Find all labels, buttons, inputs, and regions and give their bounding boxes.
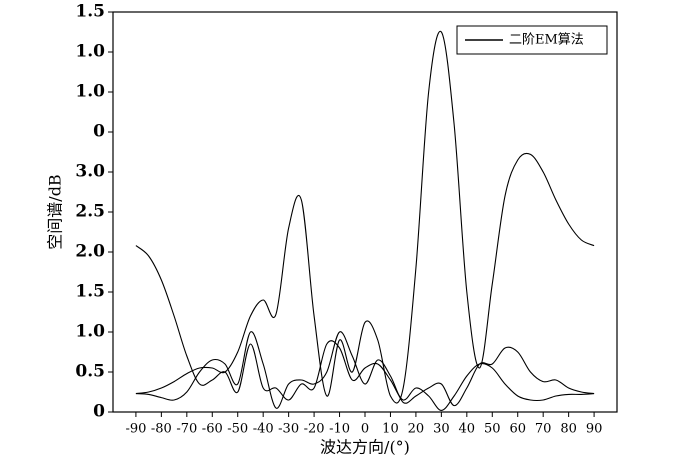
- x-tick-label: 30: [433, 422, 450, 437]
- series-line: [135, 245, 595, 411]
- plot-frame: [112, 11, 618, 413]
- y-tick-label: 1.0: [75, 322, 105, 342]
- x-tick-label: -40: [253, 422, 274, 437]
- x-tick-label: 80: [560, 422, 577, 437]
- x-tick-label: 90: [586, 422, 603, 437]
- y-tick-label: 3.0: [75, 162, 105, 182]
- x-tick-label: -90: [125, 422, 146, 437]
- x-tick-label: -60: [202, 422, 223, 437]
- series-line: [135, 331, 595, 409]
- y-tick-label: 2.0: [75, 242, 105, 262]
- y-tick-label: 0.5: [75, 362, 105, 382]
- series-line: [135, 30, 595, 404]
- legend-label: 二阶EM算法: [509, 33, 584, 48]
- x-tick-label: 0: [361, 422, 369, 437]
- x-tick-label: 70: [535, 422, 552, 437]
- x-tick-label: 20: [408, 422, 425, 437]
- x-tick-label: 60: [509, 422, 526, 437]
- y-tick-label: 1.5: [75, 2, 105, 22]
- y-tick-label: 1.0: [75, 42, 105, 62]
- x-tick-label: -70: [176, 422, 197, 437]
- y-tick-label: 2.5: [75, 202, 105, 222]
- x-tick-label: 40: [459, 422, 476, 437]
- x-tick-label: -20: [304, 422, 325, 437]
- x-axis-label: 波达方向/(°): [320, 438, 410, 457]
- y-tick-label: 1.5: [75, 282, 105, 302]
- x-tick-label: -30: [278, 422, 299, 437]
- x-tick-label: -10: [329, 422, 350, 437]
- y-tick-label: 0: [93, 402, 105, 422]
- x-tick-label: 10: [382, 422, 399, 437]
- x-tick-label: -80: [151, 422, 172, 437]
- y-tick-label: 0: [93, 122, 105, 142]
- y-axis-label: 空间谱/dB: [46, 174, 65, 249]
- x-tick-label: 50: [484, 422, 501, 437]
- x-tick-label: -50: [227, 422, 248, 437]
- y-tick-label: 1.0: [75, 82, 105, 102]
